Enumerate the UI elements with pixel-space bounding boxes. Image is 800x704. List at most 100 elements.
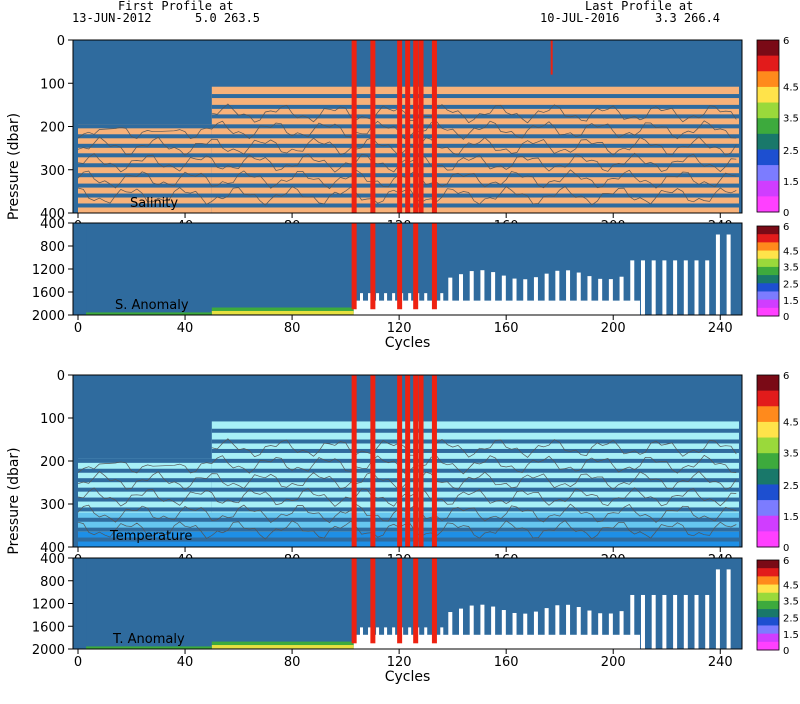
red-profile-bar (370, 223, 376, 310)
red-profile-bar (405, 40, 411, 213)
colorbar-swatch (757, 250, 779, 260)
colorbar-swatch (757, 55, 779, 72)
y-tick-label: 2000 (32, 309, 65, 324)
colorbar-swatch (757, 258, 779, 268)
colorbar-tick-label: 3.5 (783, 113, 799, 124)
first-profile-coords: 5.0 263.5 (195, 11, 260, 25)
white-column (705, 260, 710, 315)
red-profile-bar (370, 375, 376, 547)
colorbar-tick-label: 1.5 (783, 512, 799, 523)
white-column (469, 605, 474, 649)
panel-2: 400 800 1200 1600 2000 0 40 80 120 160 200 240 Cycle… (32, 217, 799, 351)
red-profile-bar (405, 375, 411, 547)
x-axis-label: Cycles (385, 669, 431, 685)
white-column (608, 279, 613, 315)
white-column (715, 234, 720, 315)
white-column (683, 260, 688, 315)
colorbar: 6 4.5 3.5 2.5 1.5 0 (756, 371, 799, 554)
x-tick-label: 120 (387, 321, 412, 336)
red-profile-bar (413, 40, 419, 213)
white-column (587, 276, 592, 315)
colorbar-tick-label: 1.5 (783, 630, 799, 641)
white-column (726, 234, 731, 315)
stripe (211, 428, 739, 433)
colorbar-swatch (757, 592, 779, 602)
colorbar-swatch (757, 437, 779, 454)
colorbar-tick-label: 0 (783, 208, 789, 219)
colorbar-swatch (757, 133, 779, 150)
colorbar-tick-label: 1.5 (783, 177, 799, 188)
colorbar-swatch (757, 609, 779, 618)
last-profile-date: 10-JUL-2016 (540, 11, 619, 25)
white-column (619, 611, 624, 649)
red-profile-bar (370, 40, 376, 213)
colorbar-swatch (757, 291, 779, 301)
colorbar-frame (756, 374, 780, 548)
white-column (480, 270, 485, 315)
colorbar-swatch (757, 453, 779, 470)
red-profile-bar (351, 375, 357, 547)
white-column (533, 277, 538, 315)
white-column (673, 260, 678, 315)
white-column (368, 627, 372, 649)
contour-line (211, 103, 737, 124)
x-tick-label: 160 (494, 655, 519, 670)
white-column (408, 627, 412, 649)
y-tick-label: 800 (40, 575, 65, 590)
white-column (673, 594, 678, 649)
red-profile-bar (351, 223, 357, 310)
colorbar-swatch (757, 531, 779, 548)
x-tick-label: 80 (284, 655, 301, 670)
y-tick-label: 200 (40, 455, 65, 470)
panels: 010020030040004080120160200240Pressure (… (6, 34, 799, 685)
white-column (544, 273, 549, 315)
x-tick-label: 80 (284, 321, 301, 336)
colorbar-tick-label: 6 (783, 371, 789, 382)
colorbar-tick-label: 2.5 (783, 280, 799, 291)
panel-1: 010020030040004080120160200240Pressure (… (6, 34, 799, 234)
white-column (523, 279, 528, 315)
white-column (392, 627, 396, 649)
red-profile-bar (397, 223, 403, 310)
y-tick-label: 0 (57, 34, 65, 49)
red-profile-bar (550, 40, 553, 75)
colorbar-tick-label: 1.5 (783, 296, 799, 307)
white-column (694, 594, 699, 649)
white-column (376, 293, 380, 315)
white-column (523, 613, 528, 649)
colorbar-swatch (757, 500, 779, 517)
y-tick-label: 300 (40, 164, 65, 179)
colorbar-swatch (757, 266, 779, 276)
anomaly-strip (86, 312, 212, 315)
colorbar-swatch (757, 40, 779, 57)
panel-name-label: T. Anomaly (112, 632, 185, 647)
white-column (544, 608, 549, 649)
red-profile-bar (413, 223, 419, 310)
colorbar-tick-label: 3.5 (783, 597, 799, 608)
panel-name-label: Temperature (109, 529, 192, 544)
white-column (440, 293, 444, 315)
white-column (512, 612, 517, 649)
colorbar-swatch (757, 226, 779, 235)
white-column (424, 627, 428, 649)
contour-line (211, 438, 737, 458)
colorbar-swatch (757, 375, 779, 392)
white-column (566, 604, 571, 649)
red-profile-bar (397, 558, 403, 644)
profile-header: First Profile at 13-JUN-2012 5.0 263.5 L… (72, 0, 720, 25)
stripe (211, 448, 739, 453)
x-tick-label: 200 (601, 321, 626, 336)
colorbar-tick-label: 0 (783, 312, 789, 323)
colorbar-swatch (757, 390, 779, 407)
colorbar-tick-label: 2.5 (783, 481, 799, 492)
colorbar-swatch (757, 568, 779, 577)
colorbar-swatch (757, 118, 779, 135)
white-column (662, 260, 667, 315)
colorbar-tick-label: 4.5 (783, 82, 799, 93)
white-column (376, 627, 380, 649)
white-column (598, 613, 603, 649)
y-tick-label: 100 (40, 412, 65, 427)
y-tick-label: 1600 (32, 620, 65, 635)
white-column (533, 611, 538, 649)
